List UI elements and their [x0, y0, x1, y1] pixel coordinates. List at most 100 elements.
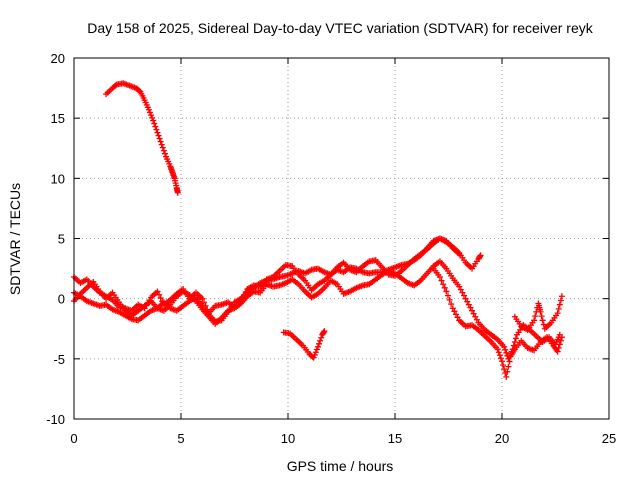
data-point-interp [556, 301, 563, 308]
data-point-interp [155, 132, 162, 139]
data-point-interp [159, 144, 166, 151]
data-point-interp [311, 351, 318, 358]
chart-title: Day 158 of 2025, Sidereal Day-to-day VTE… [87, 20, 593, 36]
data-point-interp [316, 340, 323, 347]
series-trace-b [71, 235, 463, 325]
data-point [499, 358, 505, 365]
data-point-interp [470, 310, 477, 317]
data-point-interp [502, 346, 509, 353]
data-point-interp [153, 126, 160, 133]
data-point-interp [157, 138, 164, 145]
data-point [462, 295, 469, 302]
data-point [554, 348, 561, 355]
series-arc-mid-low [280, 328, 328, 361]
data-point-interp [152, 123, 159, 130]
data-point-interp [500, 362, 507, 369]
data-point-interp [313, 346, 320, 353]
data-point-interp [555, 345, 562, 352]
data-point-interp [454, 314, 461, 321]
data-point-interp [161, 150, 168, 157]
data-point-interp [503, 349, 510, 356]
data-point [314, 343, 321, 350]
data-point [154, 129, 161, 136]
series-trace-d [430, 265, 565, 380]
data-point-interp [557, 297, 564, 304]
data-point-interp [464, 298, 471, 305]
data-point-interp [506, 358, 513, 365]
data-point-interp [452, 311, 459, 318]
data-point-interp [451, 308, 458, 315]
data-point-interp [540, 321, 547, 328]
data-point [456, 283, 463, 290]
data-point [436, 274, 443, 281]
x-axis-label: GPS time / hours [287, 458, 394, 474]
data-point [494, 346, 501, 353]
y-tick-label: 15 [51, 111, 65, 126]
data-point [199, 295, 206, 302]
data-point-interp [501, 366, 508, 373]
data-point-interp [438, 277, 445, 284]
data-point-interp [461, 292, 468, 299]
data-point [554, 310, 561, 317]
data-point [477, 252, 484, 259]
x-tick-label: 25 [602, 431, 616, 446]
data-point-interp [555, 305, 562, 312]
data-point-interp [495, 349, 502, 356]
data-point-interp [472, 313, 479, 320]
axis-tick-labels: 0 5 10 15 20 25 -10 -5 0 5 10 15 20 [46, 51, 616, 446]
data-point-interp [112, 82, 119, 89]
data-point-interp [465, 301, 472, 308]
data-point [154, 288, 161, 295]
x-tick-label: 15 [388, 431, 402, 446]
y-tick-label: -5 [53, 352, 65, 367]
plot-frame [73, 57, 610, 420]
data-point-interp [511, 338, 518, 345]
data-point [449, 305, 456, 312]
data-point-interp [149, 114, 156, 121]
y-tick-label: 10 [51, 171, 65, 186]
data-point-interp [457, 286, 464, 293]
data-point [469, 307, 476, 314]
data-point [310, 354, 317, 361]
data-point-interp [441, 284, 448, 291]
y-tick-label: 0 [58, 292, 65, 307]
data-point [150, 117, 157, 124]
data-point-interp [459, 289, 466, 296]
data-point [501, 343, 508, 350]
data-point-interp [505, 363, 512, 370]
data-point-interp [136, 87, 143, 94]
data-point [158, 141, 165, 148]
data-point-interp [146, 109, 153, 116]
data-point-interp [444, 292, 451, 299]
data-point [443, 288, 450, 295]
data-point-interp [539, 317, 546, 324]
data-point [537, 308, 544, 315]
data-point-interp [532, 313, 539, 320]
data-point [531, 317, 538, 324]
data-point-interp [557, 337, 564, 344]
data-point [145, 106, 152, 113]
data-point [558, 334, 565, 341]
data-point-interp [467, 304, 474, 311]
data-point-interp [156, 291, 163, 298]
data-point-interp [504, 368, 511, 375]
x-tick-label: 5 [177, 431, 184, 446]
y-tick-label: 20 [51, 51, 65, 66]
data-point-interp [317, 337, 324, 344]
data-point-interp [448, 301, 455, 308]
data-point [558, 293, 565, 300]
data-point-interp [148, 112, 155, 119]
data-point-interp [312, 349, 319, 356]
data-point-interp [497, 355, 504, 362]
data-point-interp [318, 334, 325, 341]
x-tick-label: 10 [281, 431, 295, 446]
data-point-interp [160, 147, 167, 154]
series-arc-early-high [103, 80, 181, 196]
x-tick-label: 20 [495, 431, 509, 446]
plot-markers [71, 80, 565, 380]
data-point-interp [446, 296, 453, 303]
data-point [321, 328, 328, 335]
data-point-interp [157, 295, 164, 302]
